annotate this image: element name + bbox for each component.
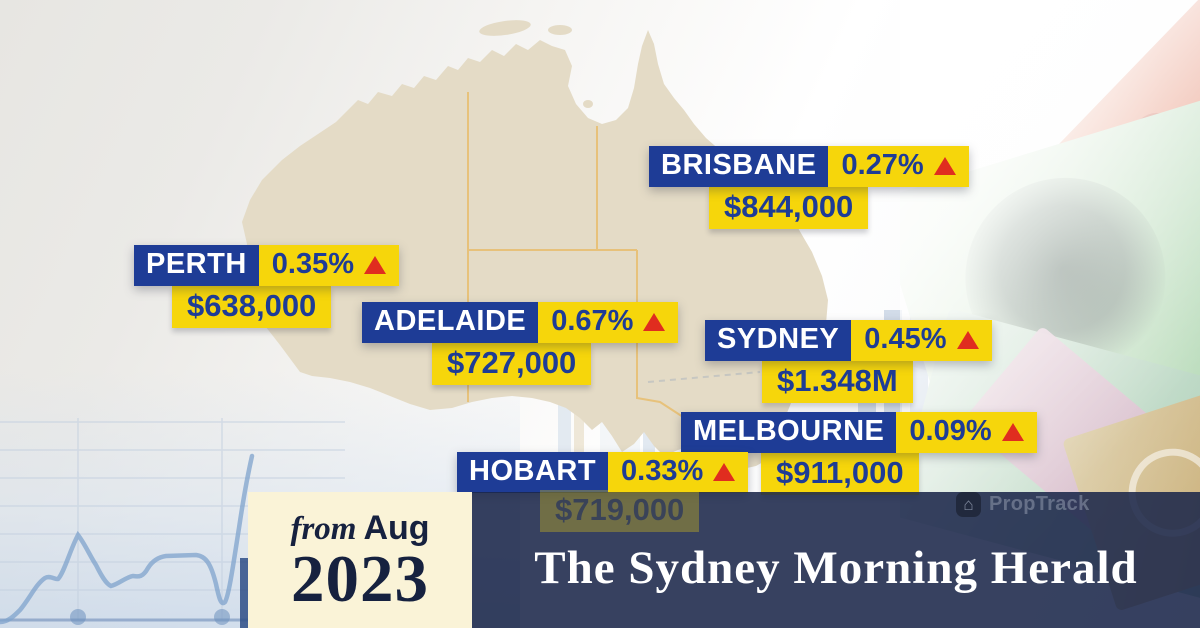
change-value: 0.67% [551, 305, 634, 337]
city-name: SYDNEY [705, 320, 852, 361]
change-value: 0.35% [271, 248, 355, 280]
city-name: MELBOURNE [681, 412, 897, 453]
arrow-up-icon [956, 330, 979, 349]
date-year: 2023 [291, 542, 429, 616]
city-label-sydney: SYDNEY 0.45% $1.348M [705, 320, 992, 403]
city-name: HOBART [457, 452, 609, 493]
house-icon: ⌂ [956, 492, 981, 517]
change-badge: 0.35% [258, 245, 400, 286]
date-month: Aug [363, 509, 430, 547]
change-value: 0.09% [909, 415, 992, 447]
change-value: 0.45% [864, 323, 947, 355]
price-badge-hobart-dimmed: $719,000 [540, 490, 700, 532]
arrow-up-icon [364, 255, 387, 274]
arrow-up-icon [933, 156, 956, 175]
proptrack-label: PropTrack [989, 493, 1090, 515]
change-badge: 0.45% [851, 320, 992, 361]
change-value: 0.27% [841, 149, 924, 181]
change-value: 0.33% [621, 455, 704, 487]
arrow-up-icon [1001, 422, 1024, 441]
price-badge: $844,000 [709, 187, 869, 229]
city-name: BRISBANE [649, 146, 829, 187]
masthead-bar: The Sydney Morning Herald [472, 492, 1200, 628]
masthead-title: The Sydney Morning Herald [534, 542, 1138, 594]
proptrack-watermark: ⌂ PropTrack [956, 492, 1090, 517]
price-badge: $727,000 [432, 343, 592, 385]
arrow-up-icon [643, 312, 666, 331]
city-label-melbourne: MELBOURNE 0.09% $911,000 [681, 412, 1037, 495]
city-label-hobart: HOBART 0.33% [457, 452, 749, 493]
city-label-adelaide: ADELAIDE 0.67% $727,000 [362, 302, 679, 385]
city-label-perth: PERTH 0.35% $638,000 [134, 245, 400, 328]
date-badge: from Aug 2023 [248, 492, 472, 628]
city-label-brisbane: BRISBANE 0.27% $844,000 [649, 146, 969, 229]
change-badge: 0.27% [828, 146, 969, 187]
city-name: PERTH [134, 245, 259, 286]
date-from-word: from [290, 511, 357, 547]
change-badge: 0.33% [608, 452, 749, 493]
price-badge: $1.348M [762, 361, 913, 403]
change-badge: 0.67% [538, 302, 679, 343]
price-badge: $638,000 [172, 286, 332, 328]
arrow-up-icon [713, 462, 736, 481]
change-badge: 0.09% [896, 412, 1037, 453]
price-badge: $911,000 [761, 453, 919, 495]
city-name: ADELAIDE [362, 302, 539, 343]
